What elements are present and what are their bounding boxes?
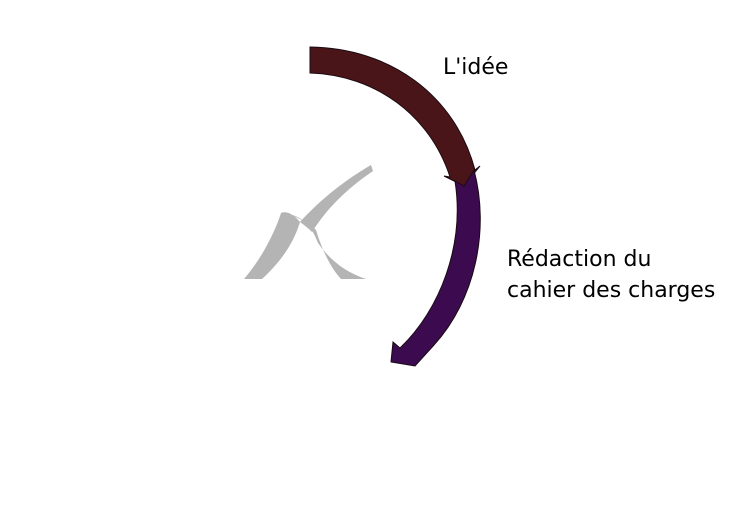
- logo-left-stroke: [244, 212, 300, 279]
- logo-right-stroke: [289, 214, 366, 279]
- logo-swoosh: [300, 165, 373, 232]
- step-2-arrow: [390, 168, 481, 367]
- step-1-label: L'idée: [443, 55, 509, 80]
- step-2-label: Rédaction du cahier des charges: [507, 244, 715, 306]
- step-2-label-line-2: cahier des charges: [507, 278, 716, 303]
- step-2-label-line-1: Rédaction du: [507, 247, 652, 272]
- checkmark-logo-icon: [244, 165, 373, 279]
